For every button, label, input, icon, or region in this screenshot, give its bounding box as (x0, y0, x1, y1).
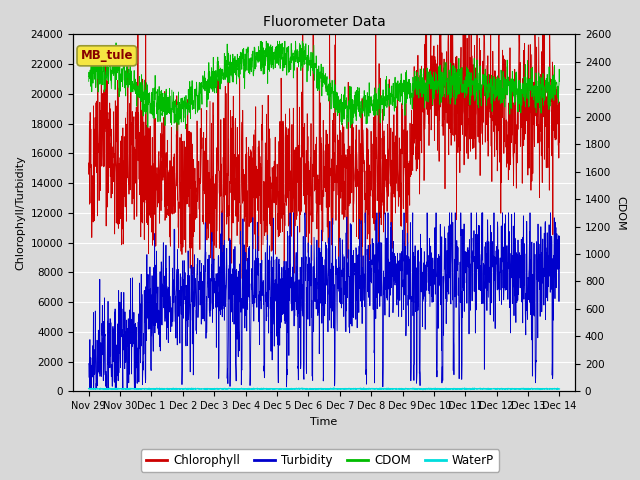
Y-axis label: Chlorophyll/Turbidity: Chlorophyll/Turbidity (15, 156, 25, 270)
Legend: Chlorophyll, Turbidity, CDOM, WaterP: Chlorophyll, Turbidity, CDOM, WaterP (141, 449, 499, 472)
Text: MB_tule: MB_tule (81, 49, 133, 62)
Title: Fluorometer Data: Fluorometer Data (262, 15, 385, 29)
X-axis label: Time: Time (310, 417, 338, 427)
Y-axis label: CDOM: CDOM (615, 195, 625, 230)
